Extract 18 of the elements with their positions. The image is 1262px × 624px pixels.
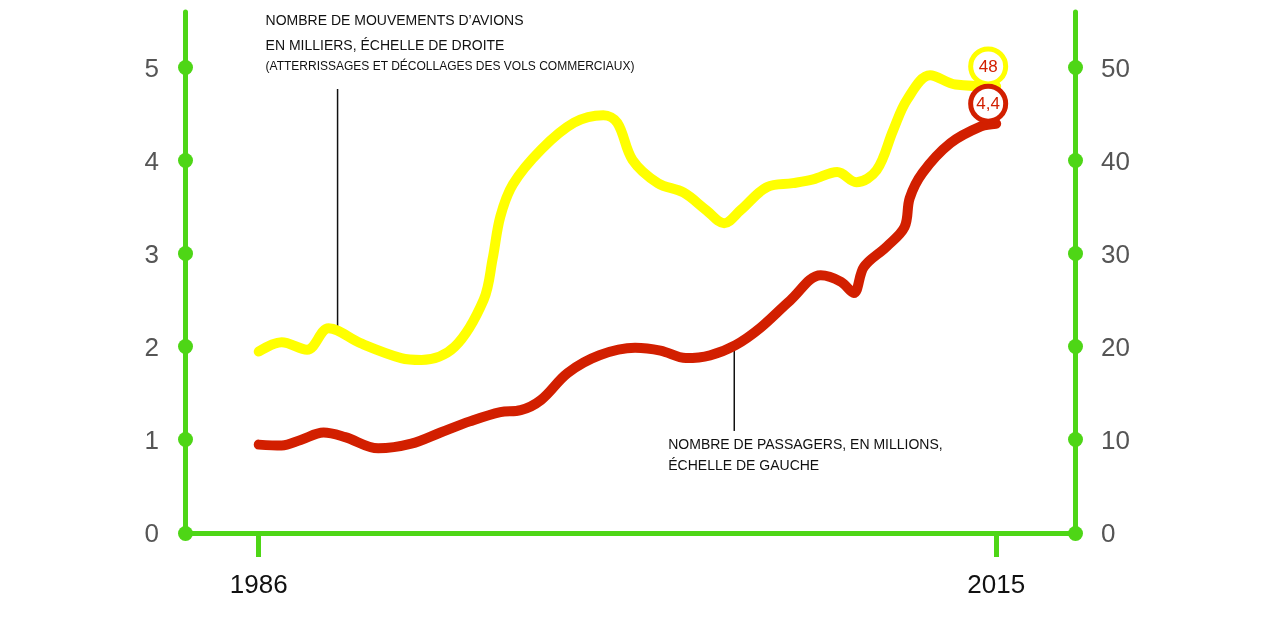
y2-tick-label: 30: [1101, 238, 1130, 269]
x-tick-label: 2015: [967, 569, 1026, 599]
y2-tick-label: 40: [1101, 145, 1130, 176]
y-tick-label: 3: [144, 238, 159, 269]
y2-tick-label: 50: [1101, 52, 1130, 83]
y-tick-label: 5: [144, 52, 159, 83]
y-tick-label: 0: [144, 518, 159, 548]
y-tick-label: 2: [144, 331, 159, 362]
annotation: NOMBRE DE PASSAGERS, EN MILLIONS, ÉCHELLE DE GAUCHE: [668, 435, 943, 473]
y2-tick-label: 20: [1101, 331, 1130, 362]
data-label: 48: [978, 56, 998, 76]
annotation: NOMBRE DE MOUVEMENTS D’AVIONS EN MILLIERS, ÉCHELLE DE DROITE (ATTERRISSAGES ET DÉCOLLAGES DES VOLS COMMERCIAUX): [265, 11, 635, 74]
y-tick-label: 1: [144, 424, 159, 455]
y2-tick-label: 10: [1101, 424, 1130, 455]
y2-tick-label: 0: [1101, 518, 1116, 548]
x-tick-label: 1986: [229, 569, 288, 599]
data-label: 4,4: [976, 94, 1000, 114]
y-tick-label: 4: [144, 145, 159, 176]
